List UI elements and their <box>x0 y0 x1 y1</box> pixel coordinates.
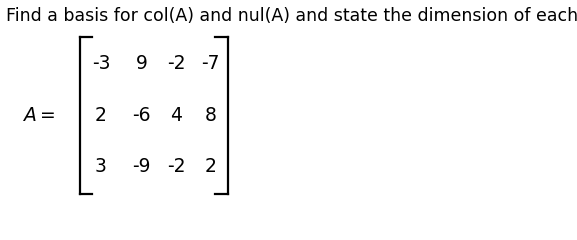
Text: -6: -6 <box>132 106 151 125</box>
Text: 3: 3 <box>95 157 107 176</box>
Text: -7: -7 <box>201 54 220 73</box>
Text: -3: -3 <box>92 54 110 73</box>
Text: 2: 2 <box>95 106 107 125</box>
Text: 2: 2 <box>205 157 216 176</box>
Text: 4: 4 <box>170 106 182 125</box>
Text: Find a basis for col(A) and nul(A) and state the dimension of each.: Find a basis for col(A) and nul(A) and s… <box>6 7 577 25</box>
Text: 9: 9 <box>136 54 147 73</box>
Text: 8: 8 <box>205 106 216 125</box>
Text: -2: -2 <box>167 157 185 176</box>
Text: -2: -2 <box>167 54 185 73</box>
Text: -9: -9 <box>132 157 151 176</box>
Text: $A=$: $A=$ <box>21 106 55 125</box>
